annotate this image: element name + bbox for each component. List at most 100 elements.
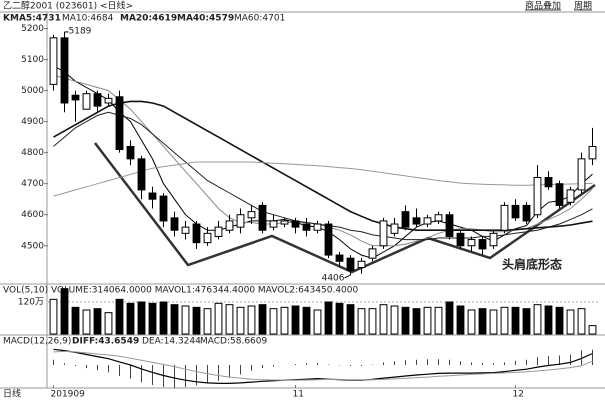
- volume-bar: [401, 306, 410, 335]
- ma-legend: MA10:4684: [62, 14, 114, 24]
- volume-bar: [346, 304, 355, 335]
- candle-body: [170, 217, 179, 231]
- volume-bar: [170, 304, 179, 335]
- candle-body: [511, 204, 520, 219]
- candle-body: [148, 192, 157, 200]
- volume-bar: [577, 308, 586, 335]
- candle-body: [566, 189, 575, 203]
- volume-bar: [258, 304, 267, 335]
- macd-legend: MACD(12,26,9): [3, 337, 71, 347]
- volume-bar: [159, 301, 168, 335]
- candle-body: [478, 239, 487, 250]
- volume-bar: [214, 302, 223, 335]
- candle-body: [291, 220, 300, 228]
- volume-bar: [82, 309, 91, 335]
- period-button[interactable]: 周期: [574, 1, 592, 12]
- volume-bar: [511, 306, 520, 335]
- candle-body: [533, 176, 542, 216]
- candle-body: [269, 220, 278, 228]
- low-pointer: [344, 274, 351, 279]
- candle-body: [445, 214, 454, 237]
- volume-bar: [544, 305, 553, 335]
- y-tick-label: 5100: [21, 55, 44, 65]
- volume-bar: [412, 308, 421, 335]
- volume-bar: [60, 288, 69, 335]
- volume-bar: [225, 304, 234, 335]
- candle-body: [302, 223, 311, 231]
- volume-bar: [291, 305, 300, 335]
- header-title: 乙二醇2001 (023601) <日线>: [3, 0, 133, 12]
- volume-bar: [434, 306, 443, 335]
- candle-body: [236, 214, 245, 228]
- candle-body: [500, 204, 509, 231]
- candle-body: [324, 223, 333, 256]
- volume-bar: [467, 309, 476, 335]
- ma-legend: MA5:4731: [10, 14, 61, 24]
- volume-bar: [93, 308, 102, 335]
- candle-body: [390, 223, 399, 234]
- pattern-label: 头肩底形态: [502, 257, 562, 272]
- ma-line: [53, 111, 593, 241]
- volume-bar: [566, 309, 575, 335]
- candle-body: [577, 158, 586, 191]
- volume-bar: [588, 325, 597, 335]
- volume-bar: [71, 306, 80, 335]
- low-label: 4406: [322, 273, 345, 283]
- candle-body: [115, 96, 124, 151]
- candle-body: [93, 93, 102, 107]
- volume-bar: [280, 306, 289, 335]
- candle-body: [49, 37, 58, 85]
- macd-legend: MACD:58.6609: [200, 337, 268, 347]
- overlay-button[interactable]: 商品叠加: [525, 0, 561, 12]
- y-tick-label: 4900: [21, 117, 44, 127]
- candle-body: [192, 223, 201, 244]
- volume-bar: [148, 302, 157, 335]
- volume-bar: [533, 304, 542, 335]
- candle-body: [280, 220, 289, 225]
- volume-bar: [555, 306, 564, 335]
- candle-body: [104, 97, 113, 104]
- volume-bar: [500, 306, 509, 335]
- volume-bar: [368, 308, 377, 335]
- candle-body: [423, 217, 432, 225]
- candle-body: [313, 223, 322, 231]
- candle-body: [456, 232, 465, 247]
- candle-body: [159, 195, 168, 222]
- volume-bar: [335, 302, 344, 335]
- candle-body: [434, 214, 443, 222]
- y-tick-label: 4600: [21, 210, 44, 220]
- volume-bar: [445, 301, 454, 335]
- volume-bar: [379, 304, 388, 335]
- ma-legend: MA20:4619: [120, 14, 177, 24]
- y-tick-label: 5200: [21, 24, 44, 34]
- candle-body: [544, 176, 553, 188]
- volume-bar: [104, 312, 113, 335]
- volume-bar: [302, 306, 311, 335]
- volume-bar: [423, 306, 432, 335]
- volume-bar: [115, 298, 124, 335]
- x-tick-label: 12: [513, 390, 524, 400]
- high-label: 5189: [69, 26, 92, 36]
- volume-bar: [390, 305, 399, 335]
- volume-bar: [478, 308, 487, 335]
- y-tick-label: 4800: [21, 148, 44, 158]
- candle-body: [82, 93, 91, 110]
- candle-body: [258, 204, 267, 231]
- ma-line: [53, 65, 593, 259]
- volume-bar: [236, 306, 245, 335]
- volume-legend: VOL(5,10) VOLUME:314064.0000 MAVOL1:4763…: [3, 286, 359, 296]
- candle-body: [346, 257, 355, 272]
- volume-bar: [522, 308, 531, 335]
- ma-legend: MA60:4701: [234, 14, 285, 24]
- volume-bar: [137, 301, 146, 335]
- candle-body: [522, 204, 531, 222]
- volume-bar: [126, 302, 135, 335]
- period-label: 日线: [3, 388, 21, 400]
- candle-body: [225, 220, 234, 231]
- volume-bar: [313, 309, 322, 335]
- candle-body: [203, 232, 212, 244]
- y-tick-label: 120万: [18, 298, 44, 308]
- volume-bar: [489, 309, 498, 335]
